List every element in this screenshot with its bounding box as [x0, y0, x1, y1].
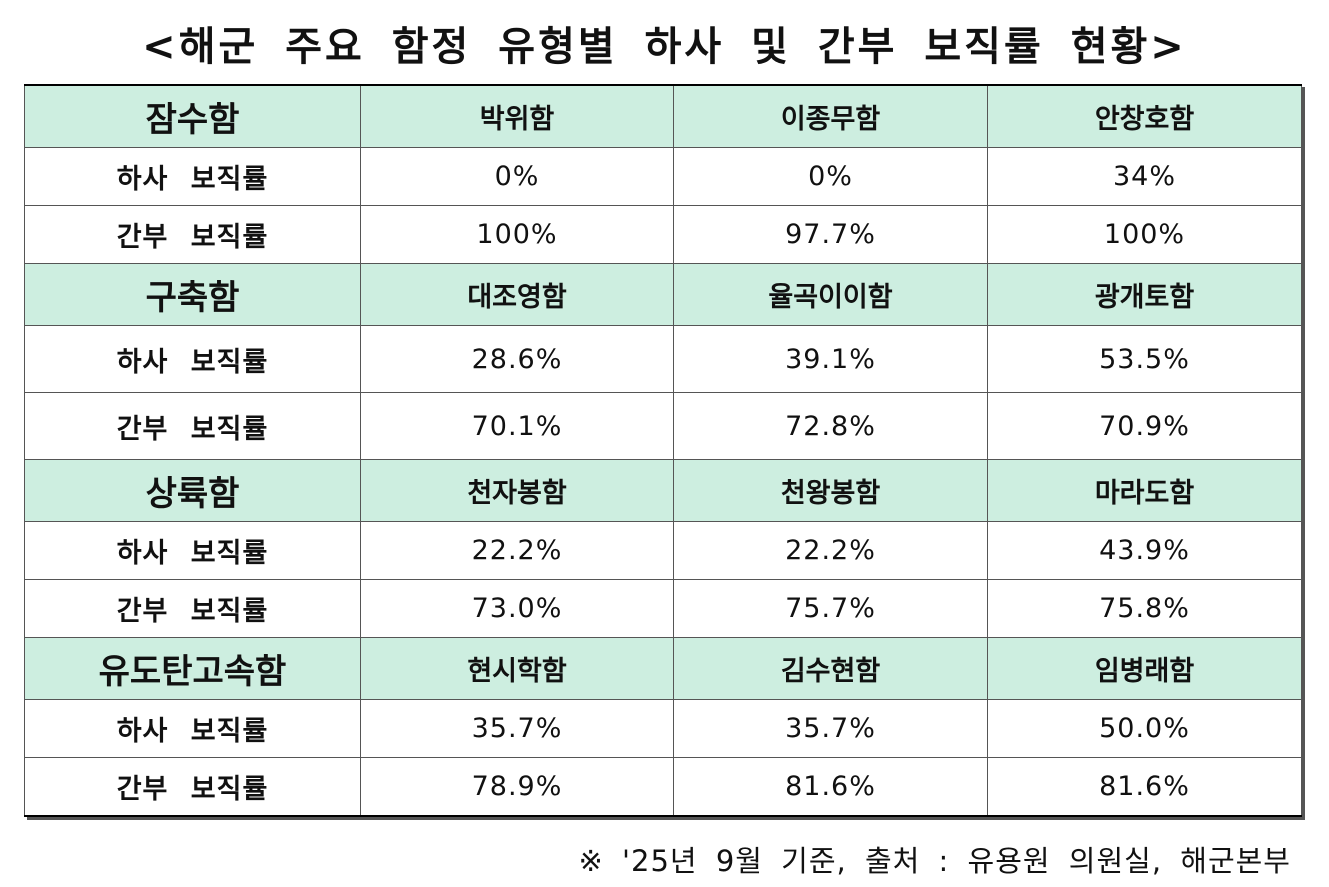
table-row: 하사 보직률 0% 0% 34% — [24, 147, 1302, 206]
ship-name: 이종무함 — [673, 84, 988, 148]
table-row: 간부 보직률 70.1% 72.8% 70.9% — [24, 392, 1302, 460]
rate-cell: 75.7% — [673, 579, 988, 638]
row-label: 간부 보직률 — [24, 757, 361, 817]
ship-name: 대조영함 — [360, 263, 674, 326]
row-label: 하사 보직률 — [24, 325, 361, 393]
rate-cell: 22.2% — [673, 521, 988, 580]
rate-cell: 22.2% — [360, 521, 674, 580]
rate-cell: 81.6% — [987, 757, 1302, 817]
rate-cell: 39.1% — [673, 325, 988, 393]
table-row: 하사 보직률 22.2% 22.2% 43.9% — [24, 521, 1302, 580]
table-row: 간부 보직률 78.9% 81.6% 81.6% — [24, 757, 1302, 817]
group-header-row: 상륙함 천자봉함 천왕봉함 마라도함 — [24, 459, 1302, 522]
group-header-row: 잠수함 박위함 이종무함 안창호함 — [24, 84, 1302, 148]
rate-cell: 35.7% — [360, 699, 674, 758]
row-label: 간부 보직률 — [24, 579, 361, 638]
ship-name: 안창호함 — [987, 84, 1302, 148]
rate-cell: 53.5% — [987, 325, 1302, 393]
rate-cell: 73.0% — [360, 579, 674, 638]
row-label: 간부 보직률 — [24, 205, 361, 264]
ship-name: 율곡이이함 — [673, 263, 988, 326]
rate-cell: 72.8% — [673, 392, 988, 460]
rate-cell: 75.8% — [987, 579, 1302, 638]
ship-class-label: 구축함 — [24, 263, 361, 326]
table-row: 간부 보직률 100% 97.7% 100% — [24, 205, 1302, 264]
rate-cell: 100% — [987, 205, 1302, 264]
ship-name: 박위함 — [360, 84, 674, 148]
table-row: 간부 보직률 73.0% 75.7% 75.8% — [24, 579, 1302, 638]
row-label: 하사 보직률 — [24, 147, 361, 206]
ship-class-label: 유도탄고속함 — [24, 637, 361, 700]
staffing-table: 잠수함 박위함 이종무함 안창호함 하사 보직률 0% 0% 34% 간부 보직… — [24, 84, 1302, 817]
rate-cell: 70.1% — [360, 392, 674, 460]
rate-cell: 43.9% — [987, 521, 1302, 580]
ship-name: 현시학함 — [360, 637, 674, 700]
rate-cell: 34% — [987, 147, 1302, 206]
rate-cell: 0% — [673, 147, 988, 206]
group-header-row: 구축함 대조영함 율곡이이함 광개토함 — [24, 263, 1302, 326]
table-row: 하사 보직률 35.7% 35.7% 50.0% — [24, 699, 1302, 758]
source-note: ※ '25년 9월 기준, 출처 : 유용원 의원실, 해군본부 — [578, 844, 1291, 878]
ship-class-label: 상륙함 — [24, 459, 361, 522]
rate-cell: 50.0% — [987, 699, 1302, 758]
ship-name: 임병래함 — [987, 637, 1302, 700]
rate-cell: 35.7% — [673, 699, 988, 758]
row-label: 하사 보직률 — [24, 521, 361, 580]
ship-name: 광개토함 — [987, 263, 1302, 326]
ship-name: 김수현함 — [673, 637, 988, 700]
rate-cell: 0% — [360, 147, 674, 206]
ship-class-label: 잠수함 — [24, 84, 361, 148]
ship-name: 천왕봉함 — [673, 459, 988, 522]
table-row: 하사 보직률 28.6% 39.1% 53.5% — [24, 325, 1302, 393]
ship-name: 마라도함 — [987, 459, 1302, 522]
row-label: 하사 보직률 — [24, 699, 361, 758]
row-label: 간부 보직률 — [24, 392, 361, 460]
rate-cell: 28.6% — [360, 325, 674, 393]
ship-name: 천자봉함 — [360, 459, 674, 522]
rate-cell: 97.7% — [673, 205, 988, 264]
rate-cell: 70.9% — [987, 392, 1302, 460]
group-header-row: 유도탄고속함 현시학함 김수현함 임병래함 — [24, 637, 1302, 700]
rate-cell: 100% — [360, 205, 674, 264]
rate-cell: 78.9% — [360, 757, 674, 817]
page-title: <해군 주요 함정 유형별 하사 및 간부 보직률 현황> — [142, 24, 1187, 70]
rate-cell: 81.6% — [673, 757, 988, 817]
